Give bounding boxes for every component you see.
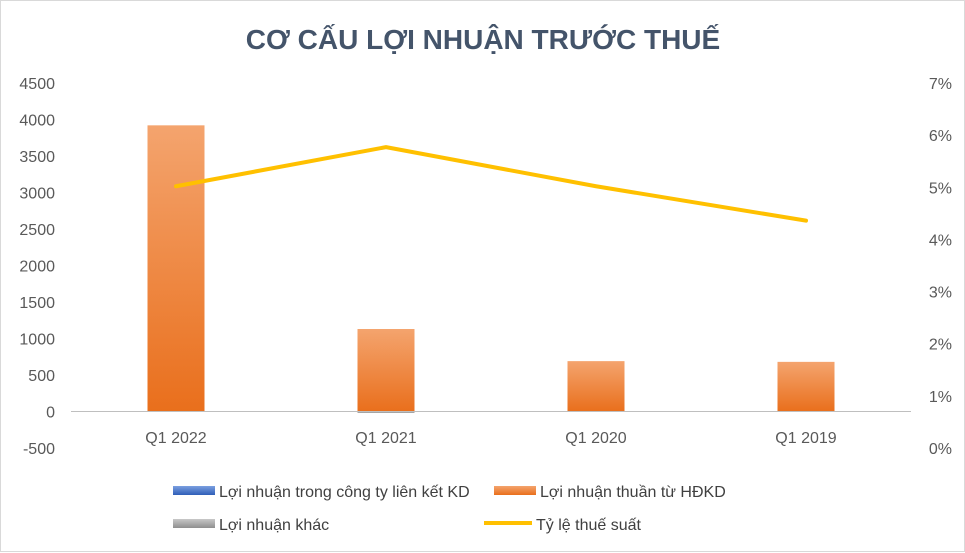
- legend-swatch-0: [173, 486, 215, 495]
- y2-tick-label: 5%: [929, 180, 952, 197]
- x-axis-ticks: Q1 2022 Q1 2021 Q1 2020 Q1 2019: [145, 430, 836, 447]
- x-tick-label: Q1 2022: [145, 430, 206, 447]
- x-tick-label: Q1 2019: [775, 430, 836, 447]
- line-series-group: [174, 145, 808, 223]
- bar-2-1: [357, 411, 415, 413]
- y2-tick-label: 0%: [929, 441, 952, 458]
- y-tick-label: 500: [28, 368, 55, 385]
- y-tick-label: 3000: [19, 186, 55, 203]
- chart-title: CƠ CẤU LỢI NHUẬN TRƯỚC THUẾ: [246, 24, 720, 55]
- x-tick-label: Q1 2021: [355, 430, 416, 447]
- y-tick-label: 2500: [19, 222, 55, 239]
- y-tick-label: 4000: [19, 113, 55, 130]
- y2-tick-label: 7%: [929, 76, 952, 93]
- legend-label-1: Lợi nhuận thuần từ HĐKD: [540, 484, 726, 501]
- y-tick-label: -500: [23, 441, 55, 458]
- line-series-0: [174, 145, 808, 223]
- legend: Lợi nhuận trong công ty liên kết KD Lợi n…: [173, 484, 726, 534]
- y-tick-label: 4500: [19, 76, 55, 93]
- x-tick-label: Q1 2020: [565, 430, 626, 447]
- y2-tick-label: 6%: [929, 128, 952, 145]
- y2-tick-label: 2%: [929, 337, 952, 354]
- y-tick-label: 0: [46, 405, 55, 422]
- bar-1-0: [147, 125, 205, 412]
- legend-swatch-2: [173, 519, 215, 528]
- y-tick-label: 3500: [19, 149, 55, 166]
- right-axis-ticks: 7% 6% 5% 4% 3% 2% 1% 0%: [929, 76, 952, 458]
- bar-1-1: [357, 329, 415, 412]
- legend-label-0: Lợi nhuận trong công ty liên kết KD: [219, 484, 470, 501]
- y-tick-label: 1000: [19, 332, 55, 349]
- bar-1-2: [567, 361, 625, 412]
- y2-tick-label: 1%: [929, 389, 952, 406]
- y-tick-label: 1500: [19, 295, 55, 312]
- bar-1-3: [777, 361, 835, 412]
- legend-label-3: Tỷ lệ thuế suất: [536, 517, 642, 534]
- bar-group: [147, 125, 835, 413]
- legend-swatch-1: [494, 486, 536, 495]
- y2-tick-label: 3%: [929, 285, 952, 302]
- left-axis-ticks: 4500 4000 3500 3000 2500 2000 1500 1000 500 0 -500: [19, 76, 55, 458]
- y2-tick-label: 4%: [929, 232, 952, 249]
- y-tick-label: 2000: [19, 259, 55, 276]
- legend-label-2: Lợi nhuận khác: [219, 517, 329, 534]
